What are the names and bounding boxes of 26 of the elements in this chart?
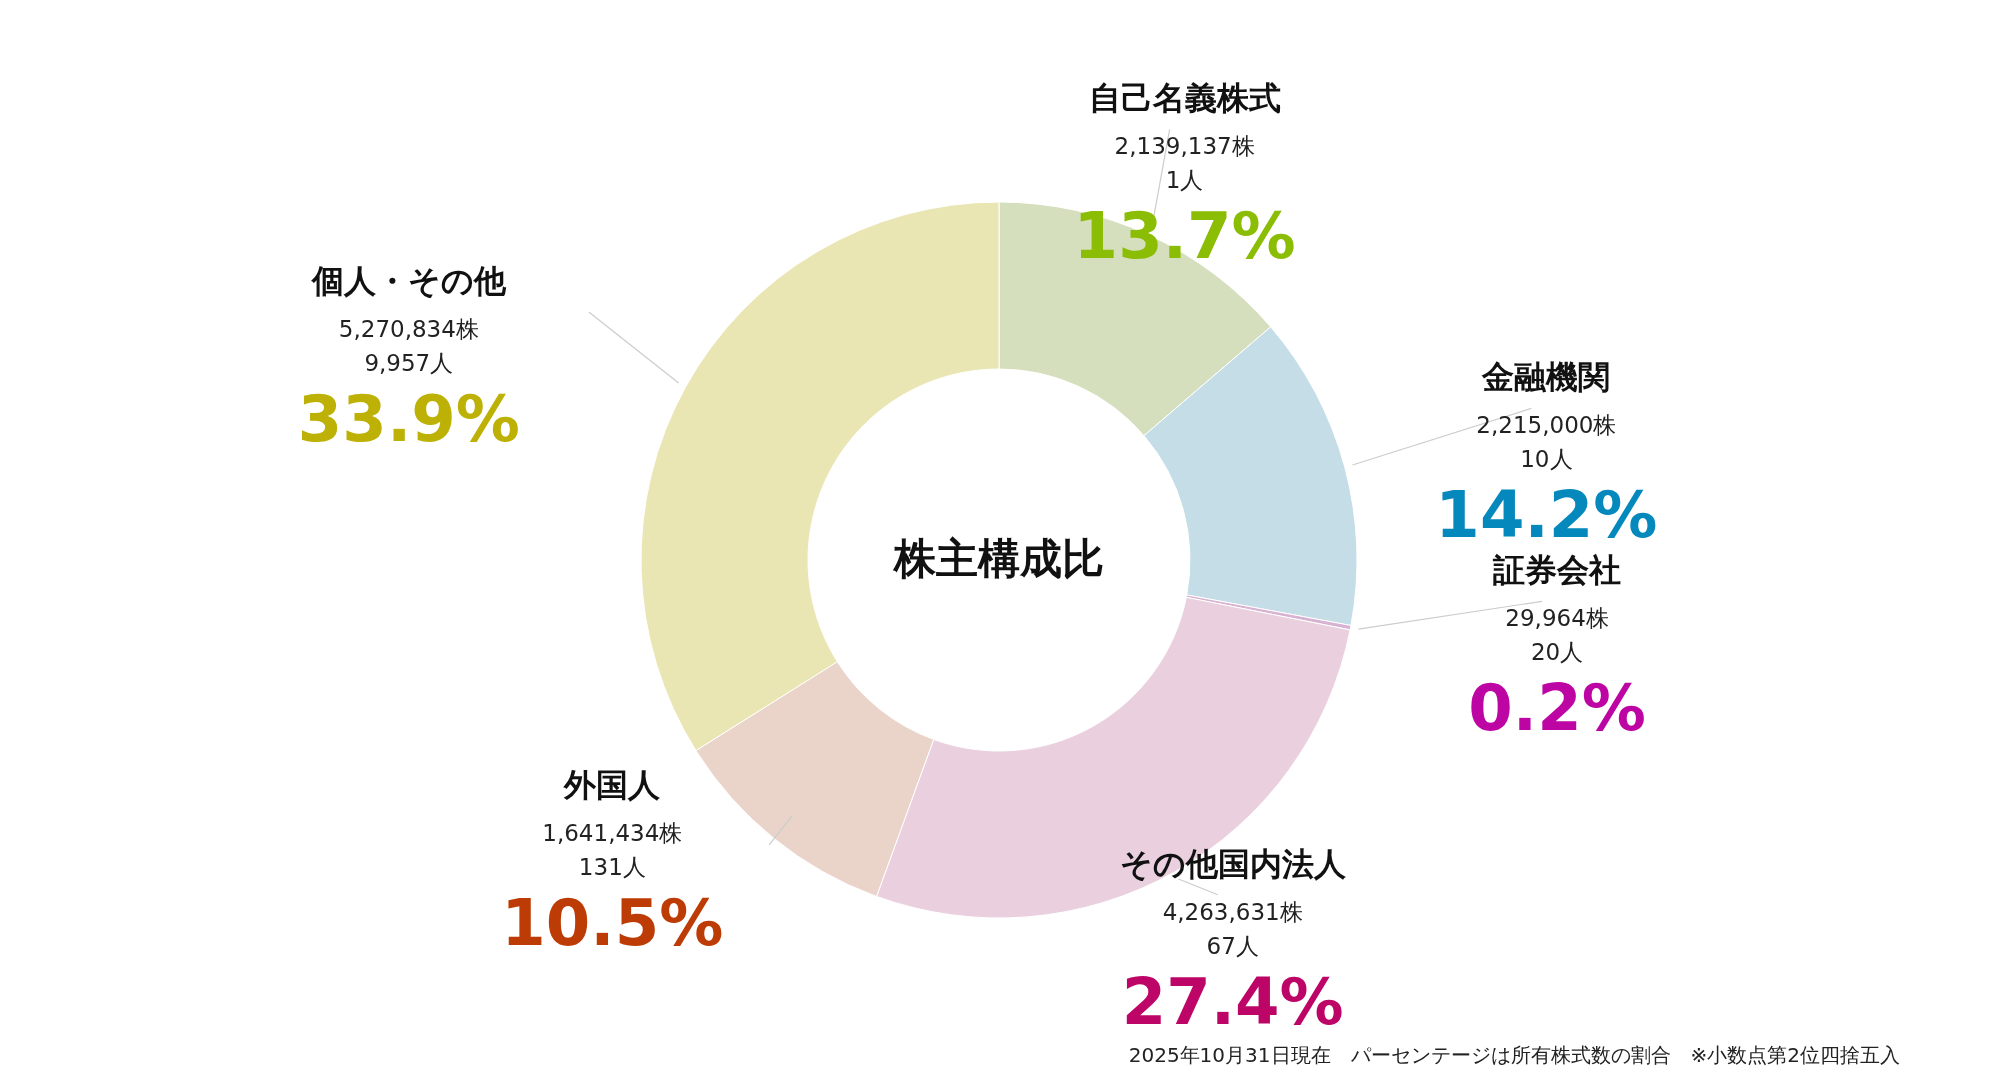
text: 29,964株: [1505, 605, 1609, 632]
text: 株主構成比: [892, 534, 1104, 583]
text: 4,263,631株: [1162, 898, 1303, 925]
text: 1,641,434株: [542, 819, 683, 846]
text: 2,215,000株: [1476, 412, 1617, 439]
text: 20人: [1530, 639, 1584, 666]
data-label: 0.2%: [1468, 671, 1646, 746]
data-label: 13.7%: [1073, 199, 1296, 274]
text: 9,957人: [364, 350, 454, 377]
slice-label: 金融機関: [1481, 358, 1611, 397]
slice-label: 自己名義株式: [1088, 79, 1281, 118]
slice-label: 個人・その他: [310, 262, 507, 301]
text: 10人: [1520, 446, 1573, 473]
text: 2,139,137株: [1114, 133, 1255, 160]
slice-label: 証券会社: [1492, 551, 1622, 590]
text: 5,270,834株: [338, 316, 479, 343]
text: 131人: [578, 853, 646, 880]
slice-label: その他国内法人: [1119, 844, 1347, 883]
text: 2025年10月31日現在 パーセンテージは所有株式数の割合 ※小数点第2位四捨五入: [1128, 1043, 1900, 1067]
data-label: 27.4%: [1121, 964, 1344, 1039]
slice-label: 外国人: [563, 765, 662, 804]
data-label: 33.9%: [297, 382, 520, 457]
text: 1人: [1165, 167, 1204, 194]
text: 67人: [1206, 932, 1259, 959]
data-label: 10.5%: [501, 885, 724, 960]
data-label: 14.2%: [1435, 478, 1658, 553]
